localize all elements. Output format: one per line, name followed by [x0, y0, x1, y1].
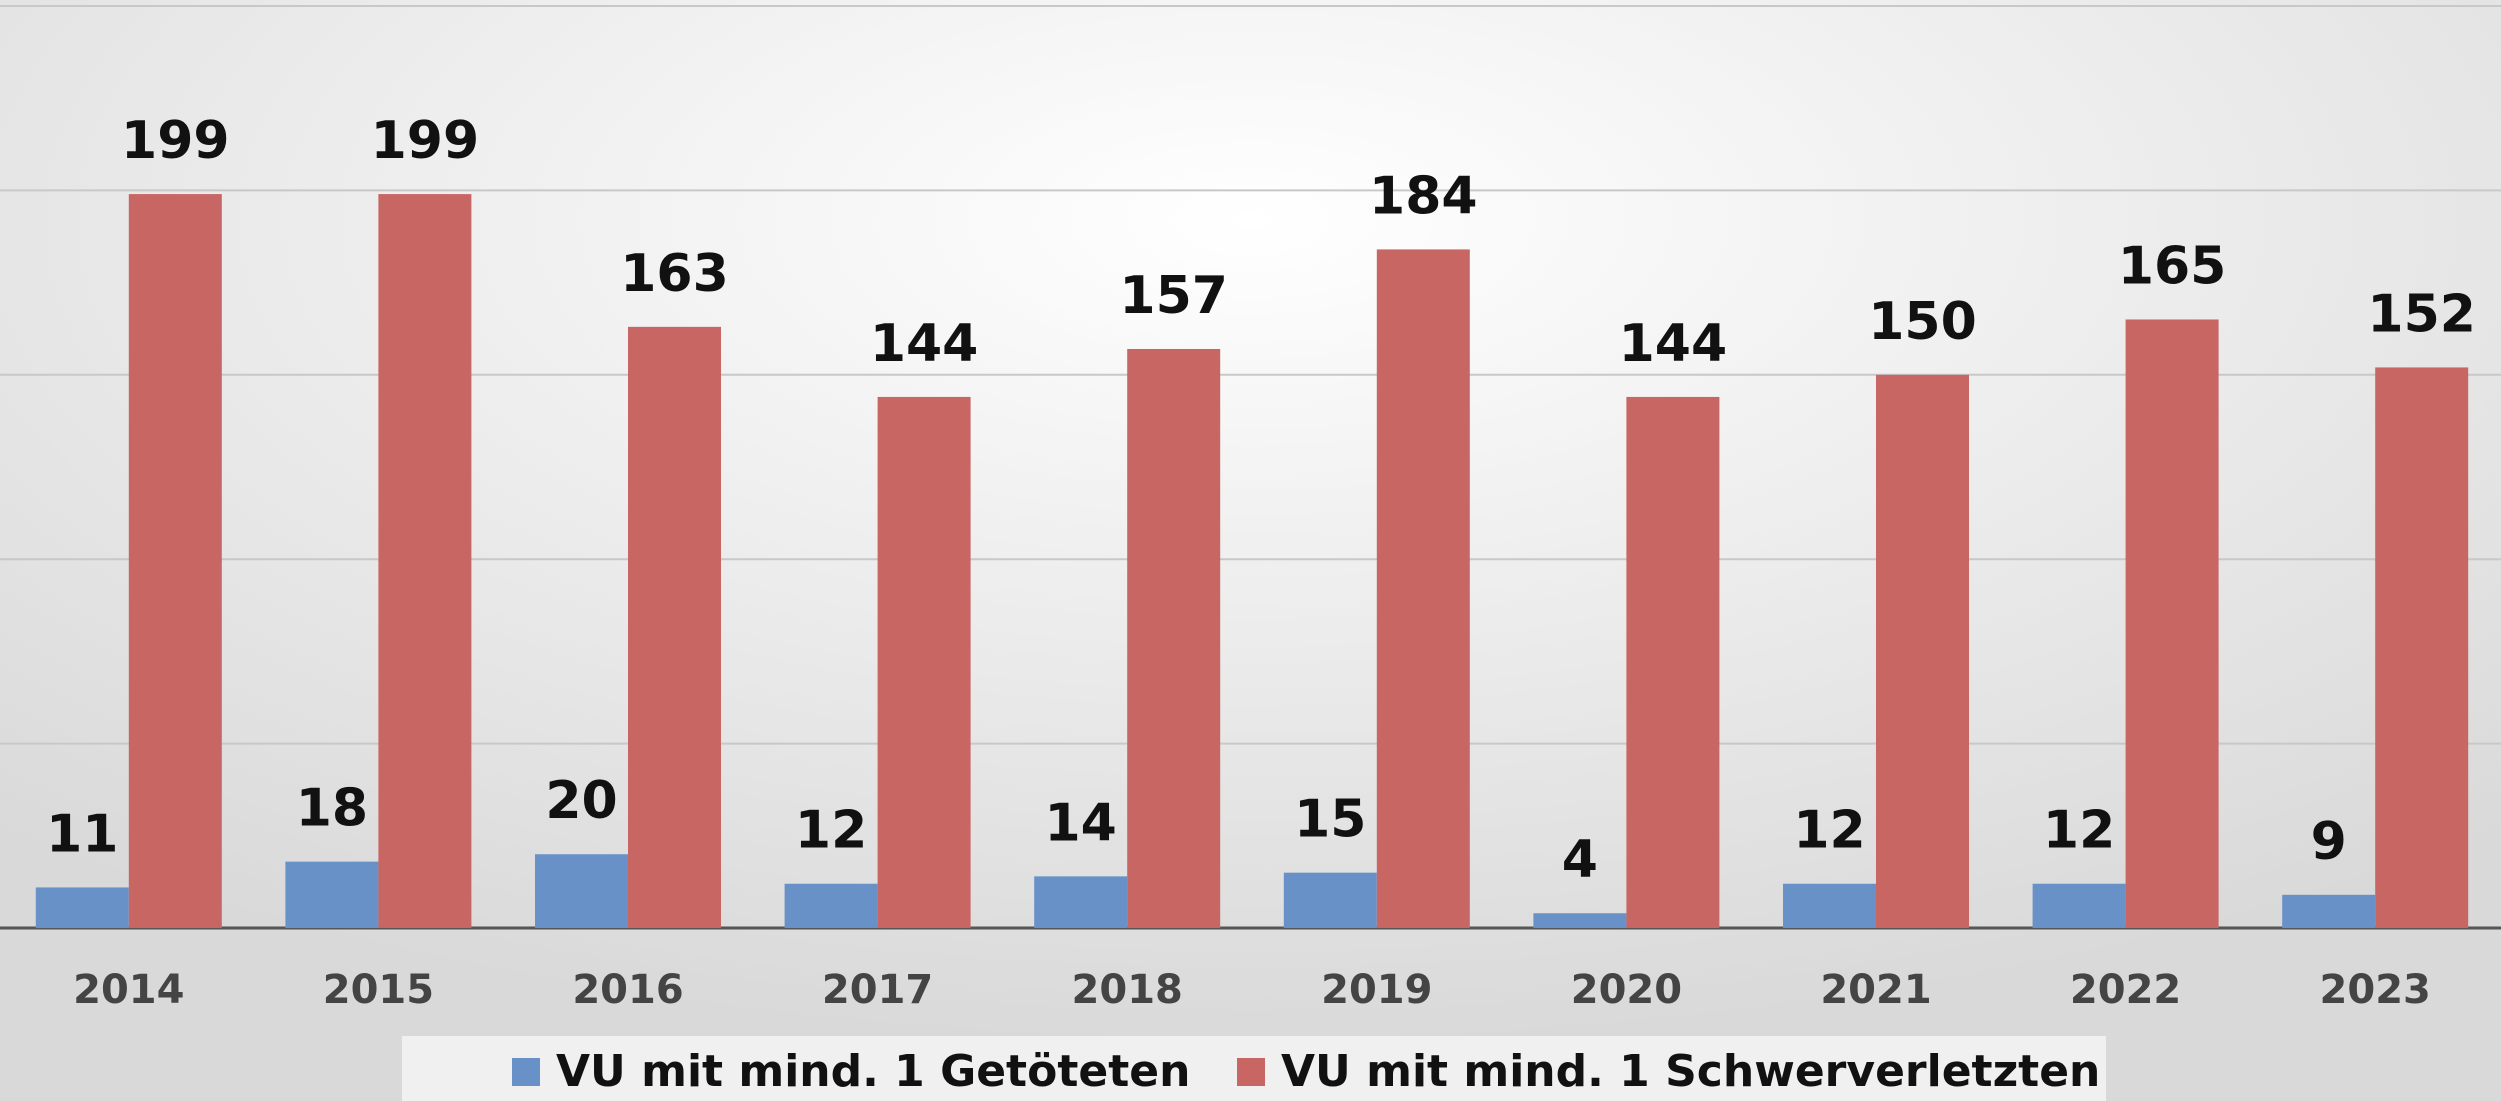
bar [628, 326, 721, 929]
bar [1783, 883, 1876, 928]
bar [2125, 319, 2219, 929]
x-tick-label: 2023 [2320, 967, 2431, 1013]
x-tick-label: 2017 [822, 967, 933, 1013]
data-label: 199 [121, 111, 230, 171]
data-label: 157 [1119, 266, 1228, 326]
data-label: 199 [371, 111, 480, 171]
x-tick-label: 2015 [323, 967, 434, 1013]
data-label: 163 [620, 244, 729, 304]
legend-label: VU mit mind. 1 Schwerverletzten [1281, 1046, 2100, 1097]
x-tick-label: 2021 [1820, 967, 1931, 1013]
x-tick-label: 2018 [1072, 967, 1183, 1013]
data-label: 12 [1793, 801, 1865, 861]
x-tick-label: 2019 [1321, 967, 1432, 1013]
bar [1127, 348, 1221, 928]
bar [1626, 396, 1720, 929]
data-label: 144 [1619, 314, 1728, 374]
bar [2375, 367, 2469, 928]
x-tick-label: 2014 [73, 967, 184, 1013]
data-label: 12 [795, 801, 867, 861]
data-label: 20 [545, 771, 617, 831]
data-label: 150 [1868, 292, 1977, 352]
x-tick-label: 2016 [572, 967, 683, 1013]
data-label: 144 [870, 314, 979, 374]
data-label: 14 [1045, 793, 1117, 853]
data-label: 11 [46, 804, 118, 864]
data-label: 152 [2367, 284, 2476, 344]
bar [877, 396, 971, 929]
data-label: 18 [296, 779, 368, 839]
bar [2032, 883, 2126, 928]
bar [1376, 249, 1470, 928]
data-label: 9 [2311, 812, 2347, 872]
data-label: 15 [1294, 790, 1366, 850]
bar [128, 194, 222, 928]
bar [1283, 872, 1377, 928]
bar [1876, 374, 1969, 928]
data-label: 165 [2118, 236, 2227, 296]
bar [285, 861, 379, 928]
x-tick-label: 2022 [2070, 967, 2181, 1013]
legend-swatch [512, 1058, 540, 1086]
bar [1533, 913, 1627, 928]
legend-label: VU mit mind. 1 Getöteten [556, 1046, 1190, 1097]
bar [378, 194, 472, 928]
bar [35, 887, 129, 928]
data-label: 12 [2043, 801, 2115, 861]
data-label: 184 [1369, 166, 1478, 226]
bar [784, 883, 878, 928]
legend-swatch [1237, 1058, 1265, 1086]
bar [2282, 894, 2376, 928]
bar [535, 854, 628, 928]
data-label: 4 [1562, 830, 1598, 890]
x-tick-label: 2020 [1571, 967, 1682, 1013]
bar [1034, 876, 1128, 928]
